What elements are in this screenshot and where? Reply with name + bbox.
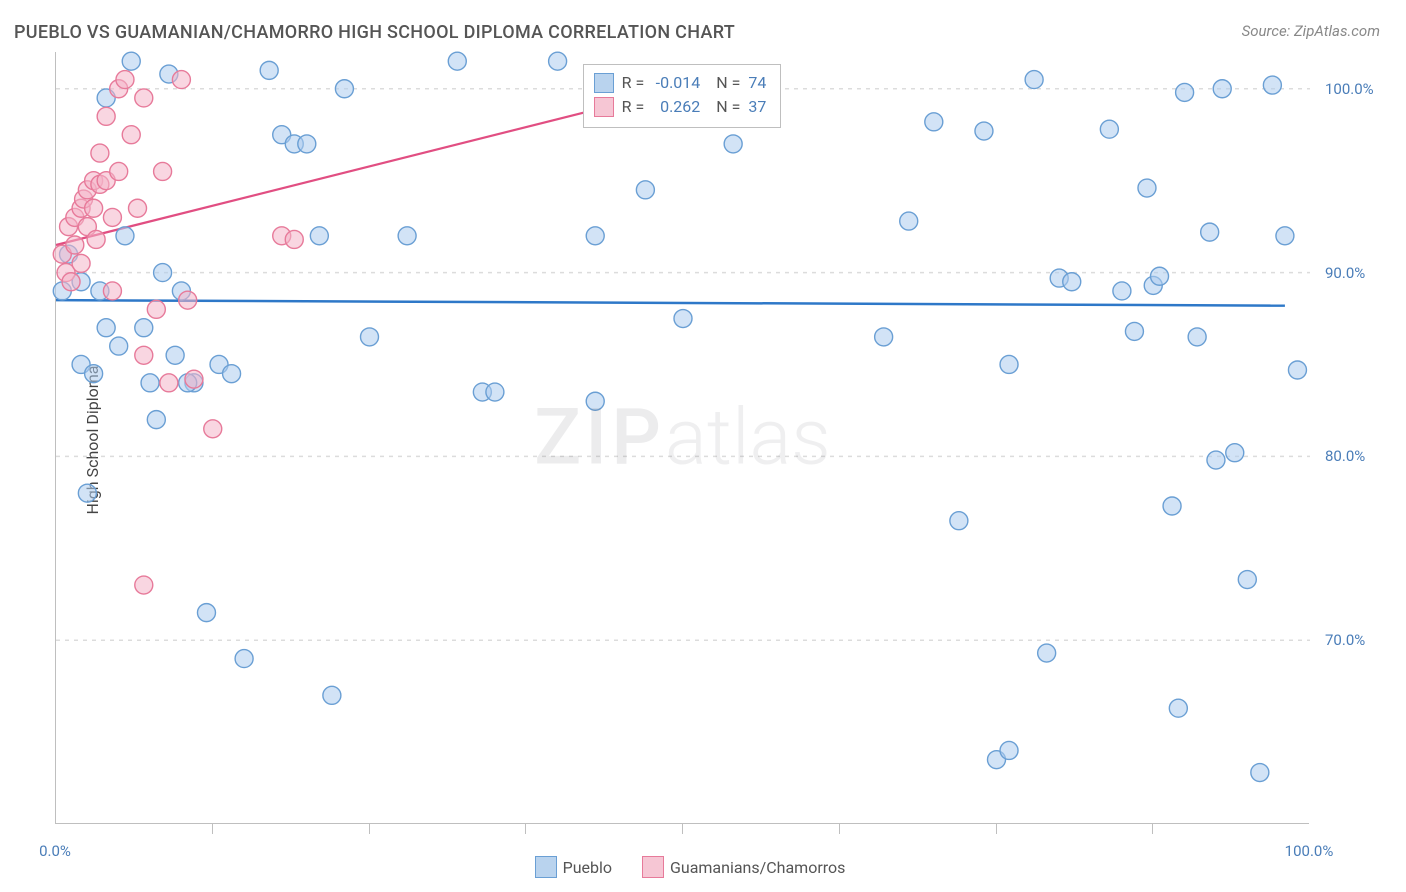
- stats-N-value: 74: [748, 71, 770, 95]
- source-label: Source: ZipAtlas.com: [1242, 22, 1380, 40]
- x-minor-tick: [369, 824, 370, 834]
- plot-svg: [56, 52, 1309, 823]
- stats-R-label: R =: [622, 95, 645, 119]
- stats-row: R = -0.014 N = 74: [594, 71, 771, 95]
- x-minor-tick: [525, 824, 526, 834]
- x-minor-tick: [1152, 824, 1153, 834]
- legend-swatch-guamanians: [642, 856, 664, 878]
- legend-label-guamanians: Guamanians/Chamorros: [670, 858, 845, 877]
- stats-R-value: -0.014: [652, 71, 700, 95]
- x-minor-tick: [839, 824, 840, 834]
- x-minor-tick: [682, 824, 683, 834]
- x-minor-tick: [212, 824, 213, 834]
- bottom-legend: Pueblo Guamanians/Chamorros: [0, 856, 1406, 878]
- y-tick-label: 100.0%: [1325, 80, 1374, 98]
- stats-swatch: [594, 73, 614, 93]
- stats-N-label: N =: [708, 95, 740, 119]
- y-tick-label: 80.0%: [1325, 447, 1365, 465]
- chart-title: PUEBLO VS GUAMANIAN/CHAMORRO HIGH SCHOOL…: [14, 22, 735, 43]
- legend-label-pueblo: Pueblo: [563, 858, 612, 877]
- y-tick-label: 90.0%: [1325, 264, 1365, 282]
- stats-row: R = 0.262 N = 37: [594, 95, 771, 119]
- y-tick-label: 70.0%: [1325, 631, 1365, 649]
- stats-N-label: N =: [708, 71, 740, 95]
- stats-R-label: R =: [622, 71, 645, 95]
- stats-swatch: [594, 97, 614, 117]
- x-minor-tick: [996, 824, 997, 834]
- correlation-stats-box: R = -0.014 N = 74 R = 0.262 N = 37: [583, 64, 782, 128]
- stats-N-value: 37: [748, 95, 770, 119]
- scatter-plot: ZIPatlas R =-0.014 N =74R =0.262 N =37: [55, 52, 1309, 824]
- stats-R-value: 0.262: [652, 95, 700, 119]
- legend-swatch-pueblo: [535, 856, 557, 878]
